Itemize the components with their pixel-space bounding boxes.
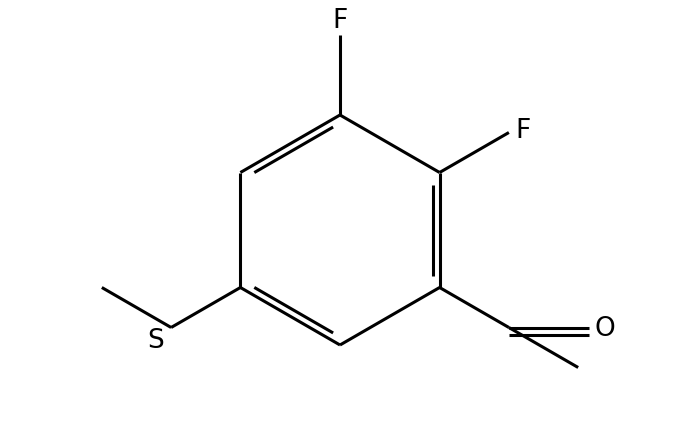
Text: S: S — [147, 328, 163, 354]
Text: F: F — [333, 8, 347, 34]
Text: O: O — [594, 316, 615, 342]
Text: F: F — [515, 118, 530, 144]
